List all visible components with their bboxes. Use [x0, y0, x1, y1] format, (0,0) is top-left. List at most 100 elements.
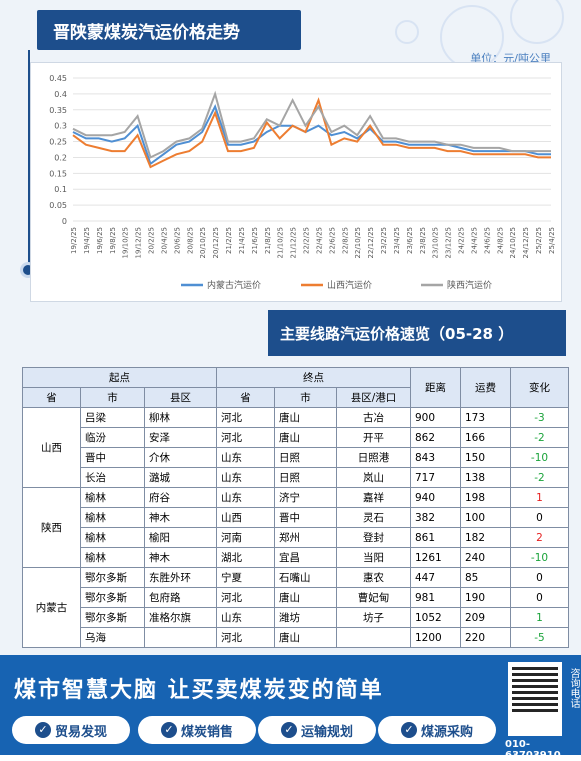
x-tick-label: 22/2/25: [303, 227, 311, 254]
x-tick-label: 23/8/25: [419, 227, 427, 254]
end-province-cell: 河南: [216, 527, 275, 548]
change-cell: 0: [510, 587, 569, 608]
chart-panel: 0 0.05 0.1 0.15 0.2 0.25 0.3 0.35 0.4 0.45 19/2/25…: [30, 62, 562, 302]
x-tick-label: 22/12/25: [367, 227, 375, 258]
coal-sales-button[interactable]: ✓ 煤炭销售: [138, 716, 256, 744]
qr-pattern: [512, 666, 558, 712]
x-tick-label: 20/4/25: [160, 227, 168, 254]
distance-cell: 900: [410, 407, 461, 428]
group-end-header: 终点: [216, 367, 411, 388]
unit-label: 单位：元/吨公里: [470, 52, 551, 65]
end-county-cell: 开平: [336, 427, 411, 448]
y-tick-label: 0.3: [54, 122, 67, 131]
end-county-cell: 坊子: [336, 607, 411, 628]
end-province-cell: 宁夏: [216, 567, 275, 588]
distance-cell: 981: [410, 587, 461, 608]
check-icon: ✓: [280, 722, 297, 738]
y-tick-label: 0.45: [49, 74, 67, 83]
section-title: 主要线路汽运价格速览（05-28 ）: [268, 310, 566, 356]
end-city-cell: 石嘴山: [274, 567, 337, 588]
x-tick-label: 24/10/25: [509, 227, 517, 258]
phone-number: 010-63703910: [505, 739, 561, 761]
change-cell: -10: [510, 547, 569, 568]
start-province-cell: 山西: [22, 407, 81, 488]
legend-label: 陕西汽运价: [447, 279, 492, 291]
x-tick-label: 20/6/25: [173, 227, 181, 254]
distance-cell: 382: [410, 507, 461, 528]
end-city-cell: 唐山: [274, 427, 337, 448]
change-cell: 2: [510, 527, 569, 548]
end-city-cell: 晋中: [274, 507, 337, 528]
end-city-cell: 日照: [274, 447, 337, 468]
x-tick-label: 21/4/25: [238, 227, 246, 254]
distance-cell: 861: [410, 527, 461, 548]
distance-cell: 717: [410, 467, 461, 488]
legend-label: 内蒙古汽运价: [207, 279, 261, 291]
fee-cell: 240: [460, 547, 511, 568]
x-tick-label: 21/12/25: [290, 227, 298, 258]
x-tick-label: 23/12/25: [445, 227, 453, 258]
table-row: 榆林 榆阳 河南 郑州 登封 861 182 2: [23, 527, 569, 548]
transport-planning-button[interactable]: ✓ 运输规划: [258, 716, 376, 744]
start-city-cell: 榆林: [80, 487, 145, 508]
fee-cell: 190: [460, 587, 511, 608]
fee-cell: 209: [460, 607, 511, 628]
qr-label: 咨询电话: [568, 668, 579, 708]
x-tick-label: 20/10/25: [199, 227, 207, 258]
end-province-cell: 山东: [216, 467, 275, 488]
x-tick-label: 19/2/25: [70, 227, 78, 254]
button-label: 煤炭销售: [180, 724, 233, 740]
end-city-cell: 日照: [274, 467, 337, 488]
table-row: 鄂尔多斯 包府路 河北 唐山 曹妃甸 981 190 0: [23, 587, 569, 608]
start-city-cell: 乌海: [80, 627, 145, 648]
fee-cell: 198: [460, 487, 511, 508]
end-county-cell: 岚山: [336, 467, 411, 488]
trade-discovery-button[interactable]: ✓ 贸易发现: [12, 716, 130, 744]
x-tick-label: 25/4/25: [548, 227, 556, 254]
button-label: 运输规划: [300, 724, 353, 740]
end-city-cell: 宜昌: [274, 547, 337, 568]
table-row: 乌海 河北 唐山 1200 220 -5: [23, 627, 569, 648]
x-tick-label: 19/12/25: [135, 227, 143, 258]
distance-cell: 447: [410, 567, 461, 588]
end-province-cell: 河北: [216, 407, 275, 428]
change-cell: 1: [510, 487, 569, 508]
page-title: 晋陕蒙煤炭汽运价格走势: [37, 10, 301, 50]
start-county-cell: 准格尔旗: [144, 607, 217, 628]
gear-decoration-icon: [395, 20, 419, 44]
x-tick-label: 21/2/25: [225, 227, 233, 254]
y-tick-label: 0.4: [54, 90, 67, 99]
fee-cell: 166: [460, 427, 511, 448]
end-province-cell: 山东: [216, 447, 275, 468]
check-icon: ✓: [160, 722, 177, 738]
fee-cell: 138: [460, 467, 511, 488]
end-county-cell: 当阳: [336, 547, 411, 568]
start-province-cell: 内蒙古: [22, 567, 81, 648]
change-cell: 0: [510, 507, 569, 528]
start-county-cell: 府谷: [144, 487, 217, 508]
x-tick-label: 19/8/25: [109, 227, 117, 254]
start-city-cell: 鄂尔多斯: [80, 607, 145, 628]
fee-cell: 85: [460, 567, 511, 588]
coal-sourcing-button[interactable]: ✓ 煤源采购: [378, 716, 496, 744]
distance-header: 距离: [410, 367, 461, 408]
start-city-cell: 吕梁: [80, 407, 145, 428]
table-row: 榆林 神木 山西 晋中 灵石 382 100 0: [23, 507, 569, 528]
end-city-cell: 唐山: [274, 587, 337, 608]
end-county-cell: 曹妃甸: [336, 587, 411, 608]
end-county-cell: 古冶: [336, 407, 411, 428]
distance-cell: 1261: [410, 547, 461, 568]
check-icon: ✓: [34, 722, 51, 738]
y-tick-label: 0.2: [54, 153, 67, 162]
end-city-cell: 潍坊: [274, 607, 337, 628]
series-line: [72, 90, 551, 159]
end-province-cell: 河北: [216, 587, 275, 608]
end-county-cell: [336, 627, 411, 648]
distance-cell: 862: [410, 427, 461, 448]
x-tick-label: 21/8/25: [264, 227, 272, 254]
route-table-body: 山西 吕梁 柳林 河北 唐山 古冶 900 173 -3 临汾 安泽 河北 唐山 开平 862 166 -2 晋中…: [22, 407, 569, 648]
start-city-cell: 榆林: [80, 547, 145, 568]
y-tick-label: 0.25: [49, 138, 67, 147]
x-tick-label: 22/6/25: [328, 227, 336, 254]
